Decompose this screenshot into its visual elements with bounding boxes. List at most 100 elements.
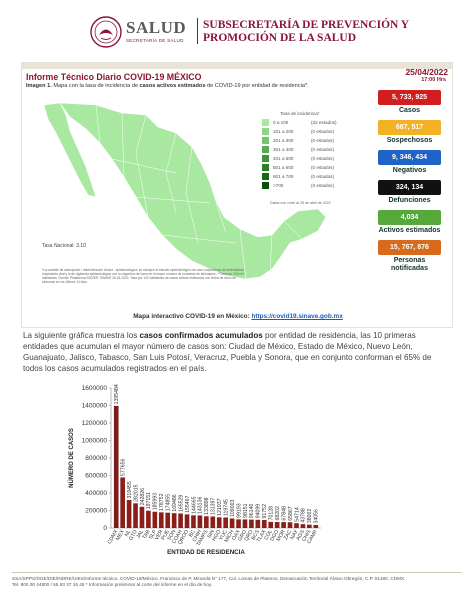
x-tick-label: TAB	[142, 529, 152, 541]
incidence-map[interactable]	[26, 93, 376, 315]
x-tick-label: MICH	[223, 529, 235, 544]
stat-cases-value: 5, 733, 925	[378, 90, 441, 105]
footer-line-1: SSA/SPPS/DGE/DIE/INDRE/UIES/Informe técn…	[12, 576, 406, 581]
bar-gto	[133, 503, 138, 528]
bar-bcs	[255, 519, 261, 528]
caption-mid: Mapa con la tasa de incidencia de	[51, 83, 140, 89]
legend-range: 0 a 100	[273, 120, 289, 125]
state-shape-baja-california	[43, 102, 97, 198]
stat-deaths-value: 324, 134	[378, 180, 441, 195]
y-tick-label: 600000	[85, 473, 107, 480]
x-axis-title: ENTIDAD DE RESIDENCIA	[167, 549, 245, 556]
x-tick-label: ZAC	[283, 529, 294, 541]
legend-swatch	[262, 137, 269, 144]
x-tick-label: CHIS	[301, 529, 313, 543]
bar-ags	[300, 524, 306, 528]
x-tick-label: YUC	[218, 529, 229, 542]
legend-swatch	[262, 146, 269, 153]
bar-value-label: 38002	[307, 509, 313, 524]
bar-cdmx	[113, 405, 119, 528]
legend-range: 101 a 200	[273, 129, 294, 134]
x-tick-label: NAY	[289, 529, 300, 541]
department-name: SUBSECRETARÍA DE PREVENCIÓN Y PROMOCIÓN …	[203, 19, 433, 45]
bar-value-label: 65867	[288, 506, 294, 521]
stat-notified-label: Personas notificadas	[391, 257, 428, 272]
y-tick-label: 1600000	[82, 385, 108, 392]
x-tick-label: TLAX	[256, 529, 268, 544]
bar-nay	[294, 523, 299, 528]
legend-count: (0 estados)	[311, 147, 334, 152]
y-tick-label: 200000	[85, 508, 107, 515]
bar-mex	[120, 477, 125, 528]
bar-ver	[158, 512, 164, 528]
national-rate: Tasa Nacional: 3.10	[42, 243, 86, 249]
legend-row: 0 a 100 (32 estados)	[262, 118, 352, 127]
bar-pue	[165, 512, 171, 528]
legend-rows: 0 a 100 (32 estados) 101 a 200 (0 estados)…	[262, 118, 352, 190]
bar-value-label: 282015	[133, 484, 139, 501]
page-header: SALUD SECRETARÍA DE SALUD SUBSECRETARÍA …	[0, 0, 474, 60]
x-tick-label: GRO	[237, 529, 248, 542]
stat-deaths-label: Defunciones	[388, 197, 431, 204]
bar-value-label: 143136	[198, 497, 204, 514]
stat-suspected-label: Sospechosos	[386, 137, 433, 144]
legend-row: 301 a 400 (0 estados)	[262, 145, 352, 154]
bar-value-label: 54714	[294, 507, 300, 522]
bar-jal	[139, 506, 145, 528]
legend-row: 601 a 700 (0 estados)	[262, 172, 352, 181]
bar-value-label: 91752	[262, 504, 268, 519]
paragraph-prefix: La siguiente gráfica muestra los	[23, 331, 140, 340]
x-tick-label: NL	[124, 529, 133, 538]
bar-bc	[191, 515, 196, 528]
report-time: 17:00 Hrs	[421, 77, 446, 83]
interactive-map-label: Mapa interactivo COVID-19 en México:	[133, 313, 252, 320]
report-title: Informe Técnico Diario COVID-19 MÉXICO	[26, 72, 202, 82]
legend-swatch	[262, 155, 269, 162]
bar-value-label: 133898	[204, 497, 210, 514]
bar-value-label: 94099	[256, 504, 262, 519]
interactive-map-link[interactable]: https://covid19.sinave.gob.mx	[251, 313, 343, 320]
footer-line-2: Tel. 800 00 44800 / 55 53 37 16 45 * Inf…	[12, 582, 213, 588]
legend-range: 401 a 500	[273, 156, 294, 161]
legend-range: 501 a 600	[273, 165, 294, 170]
legend-title: Tasa de incidencia*	[280, 111, 320, 116]
legend-swatch	[262, 128, 269, 135]
stat-negative-value: 9, 346, 434	[378, 150, 441, 165]
bar-tlax	[261, 519, 267, 528]
government-emblem-icon	[90, 16, 122, 48]
salud-logo-title: SALUD	[126, 18, 187, 37]
legend-count: (0 estados)	[311, 156, 334, 161]
bar-value-label: 34056	[314, 509, 320, 524]
bar-qro	[249, 519, 254, 528]
bar-chis	[307, 524, 312, 528]
x-tick-label: SIN	[206, 529, 216, 540]
summary-stats: 5, 733, 925 Casos 687, 517 Sospechosos 9…	[378, 90, 441, 278]
mexico-map[interactable]	[26, 93, 376, 315]
caption-prefix: Imagen 1.	[26, 83, 52, 89]
bar-value-label: 119745	[223, 499, 229, 516]
bar-value-label: 178752	[159, 493, 165, 510]
bar-slp	[152, 511, 158, 528]
x-tick-label: BCS	[251, 529, 262, 542]
cases-bar-chart: 0 200000 400000 600000 800000 1000000 1200000 1…	[68, 384, 321, 556]
footer-divider	[12, 572, 462, 573]
x-tick-label: JAL	[136, 529, 146, 540]
x-tick-label: DGO	[269, 529, 280, 542]
bar-value-label: 70128	[269, 506, 275, 521]
bar-camp	[313, 525, 319, 528]
card-top-bar	[22, 63, 452, 69]
bar-oax	[236, 519, 241, 528]
y-tick-label: 1400000	[82, 403, 108, 410]
bar-zac	[287, 522, 293, 528]
x-tick-label: CHIH	[192, 529, 204, 543]
bar-coah	[178, 513, 183, 528]
legend-count: (0 estados)	[311, 183, 334, 188]
bar-value-label: 1395484	[114, 384, 120, 404]
stat-notified-value: 15, 767, 876	[378, 240, 441, 255]
x-tick-label: HGO	[211, 529, 222, 542]
bar-value-label: 185993	[153, 493, 159, 510]
legend-swatch	[262, 182, 269, 189]
bar-value-label: 43788	[301, 508, 307, 523]
bar-value-label: 577656	[120, 459, 126, 476]
legend-range: 201 a 300	[273, 138, 294, 143]
